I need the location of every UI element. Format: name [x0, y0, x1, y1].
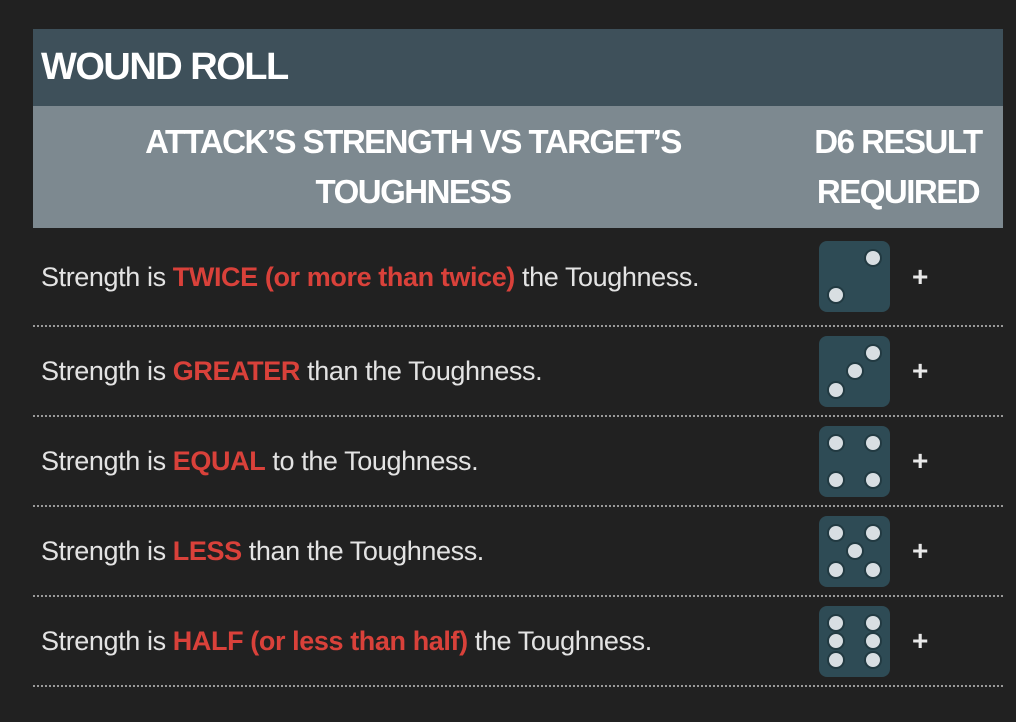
- die-pip: [829, 472, 843, 487]
- die-pip: [866, 562, 880, 577]
- row-condition: Strength is EQUAL to the Toughness.: [33, 443, 791, 479]
- d6-die-icon: [819, 335, 890, 407]
- plus-sign: +: [912, 260, 929, 292]
- die-pip: [829, 652, 843, 667]
- condition-suffix: than the Toughness.: [241, 536, 485, 566]
- condition-suffix: than the Toughness.: [300, 356, 543, 386]
- d6-die-icon: [819, 425, 890, 497]
- die-pip: [866, 525, 880, 540]
- d6-die-icon: [819, 605, 890, 677]
- die-pip: [829, 634, 843, 648]
- die-pip: [829, 525, 843, 540]
- wound-roll-table: WOUND ROLL ATTACK’S STRENGTH VS TARGET’S…: [33, 29, 1003, 687]
- die-pip: [866, 472, 880, 487]
- die-pip: [866, 615, 880, 630]
- die-pip: [829, 435, 843, 450]
- condition-prefix: Strength is: [41, 261, 173, 292]
- condition-suffix: to the Toughness.: [265, 446, 479, 476]
- die-pip: [829, 288, 843, 302]
- header-d6-result: D6 RESULT REQUIRED: [814, 123, 983, 210]
- plus-sign: +: [912, 445, 929, 476]
- table-header: ATTACK’S STRENGTH VS TARGET’S TOUGHNESS …: [33, 106, 1003, 228]
- condition-prefix: Strength is: [41, 536, 173, 566]
- condition-highlight: GREATER: [172, 356, 301, 386]
- d6-die-icon: [819, 241, 890, 312]
- d6-die-icon: [819, 515, 890, 587]
- die-pip: [866, 345, 880, 360]
- die-pip: [866, 435, 880, 450]
- die-pip: [866, 634, 880, 648]
- die-pip: [829, 382, 843, 397]
- table-row: Strength is LESS than the Toughness. +: [33, 507, 1003, 597]
- die-pip: [829, 615, 843, 630]
- die-pip: [847, 364, 862, 378]
- condition-highlight: HALF (or less than half): [172, 626, 468, 656]
- condition-prefix: Strength is: [41, 446, 173, 476]
- table-title: WOUND ROLL: [33, 29, 1003, 106]
- die-pip: [829, 562, 843, 577]
- row-condition: Strength is LESS than the Toughness.: [33, 533, 791, 569]
- die-pip: [866, 652, 880, 667]
- die-pip: [847, 544, 862, 558]
- row-condition: Strength is TWICE (or more than twice) t…: [33, 259, 791, 295]
- table-row: Strength is TWICE (or more than twice) t…: [33, 228, 1003, 327]
- plus-sign: +: [912, 625, 929, 656]
- row-condition: Strength is HALF (or less than half) the…: [33, 623, 791, 659]
- header-strength-vs-toughness: ATTACK’S STRENGTH VS TARGET’S TOUGHNESS: [145, 123, 682, 210]
- table-row: Strength is HALF (or less than half) the…: [33, 597, 1003, 687]
- table-row: Strength is GREATER than the Toughness. …: [33, 327, 1003, 417]
- table-row: Strength is EQUAL to the Toughness. +: [33, 417, 1003, 507]
- row-condition: Strength is GREATER than the Toughness.: [33, 353, 791, 389]
- plus-sign: +: [912, 535, 929, 566]
- plus-sign: +: [912, 355, 929, 386]
- condition-prefix: Strength is: [41, 626, 173, 656]
- condition-highlight: EQUAL: [172, 446, 266, 476]
- condition-highlight: LESS: [172, 536, 242, 566]
- condition-prefix: Strength is: [41, 356, 173, 386]
- die-pip: [866, 251, 880, 265]
- condition-highlight: TWICE (or more than twice): [172, 261, 516, 292]
- condition-suffix: the Toughness.: [514, 261, 700, 292]
- condition-suffix: the Toughness.: [467, 626, 652, 656]
